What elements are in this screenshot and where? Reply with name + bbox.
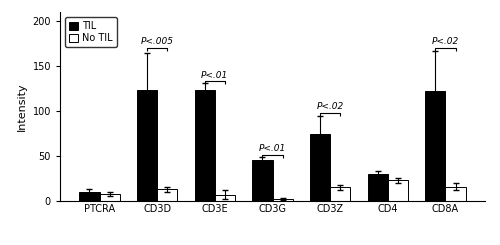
Bar	[272, 199, 292, 201]
Bar	[215, 195, 235, 201]
Text: P<.005: P<.005	[140, 37, 173, 46]
Bar	[426, 91, 446, 201]
Text: P<.01: P<.01	[201, 71, 228, 80]
Legend: TIL, No TIL: TIL, No TIL	[65, 17, 117, 47]
Bar	[100, 194, 119, 201]
Bar	[330, 187, 350, 201]
Text: P<.01: P<.01	[259, 144, 286, 153]
Text: P<.02: P<.02	[316, 102, 344, 111]
Bar	[194, 90, 215, 201]
Bar	[368, 174, 388, 201]
Y-axis label: Intensity: Intensity	[17, 82, 27, 131]
Bar	[446, 186, 466, 201]
Bar	[80, 192, 100, 201]
Bar	[157, 189, 178, 201]
Bar	[310, 134, 330, 201]
Bar	[252, 159, 272, 201]
Bar	[137, 90, 157, 201]
Bar	[388, 180, 408, 201]
Text: P<.02: P<.02	[432, 37, 459, 46]
